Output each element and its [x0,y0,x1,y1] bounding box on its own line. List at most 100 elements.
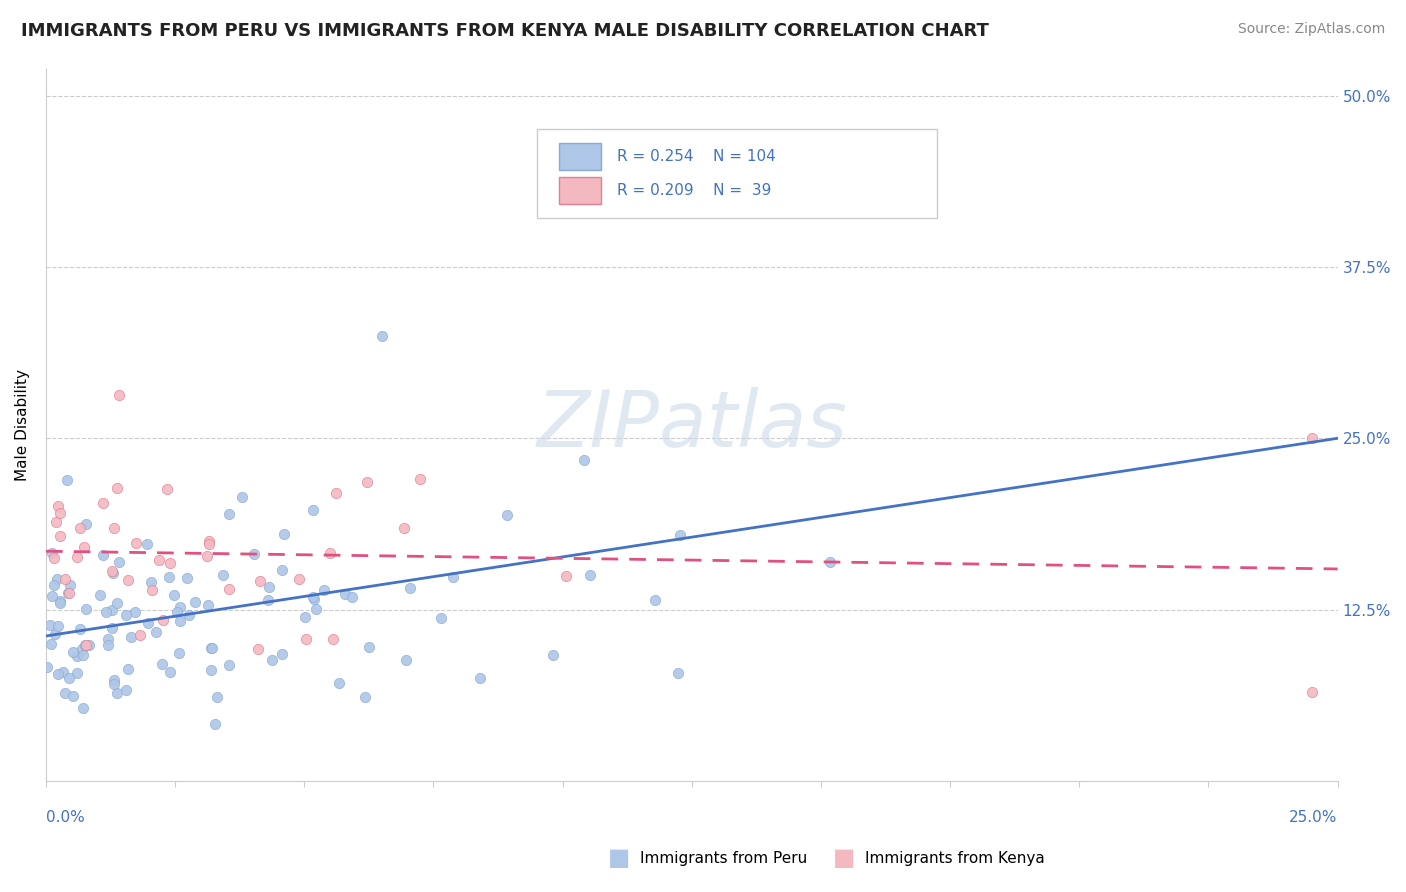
Point [468,671,491,685]
Point [328,676,350,690]
Point [184,595,207,609]
Point [167,646,190,660]
Point [169,600,191,615]
Point [52,665,75,679]
Text: ■: ■ [832,847,855,870]
Bar [558,177,602,204]
Text: Source: ZipAtlas.com: Source: ZipAtlas.com [1237,22,1385,37]
Point [271,563,294,577]
Point [312,582,335,597]
Point [66,665,89,680]
Point [371,328,394,343]
Point [100,603,122,617]
Point [49,596,72,610]
Point [101,564,124,578]
Point [72,701,94,715]
Point [218,582,240,596]
Point [706,178,728,192]
Point [668,528,690,542]
Point [58,671,80,685]
Bar [558,143,602,169]
Point [42,550,65,565]
Point [45,515,67,529]
Point [205,690,228,704]
Point [66,648,89,663]
Point [150,657,173,671]
Point [41,589,63,603]
Point [198,537,221,551]
Point [200,663,222,677]
Point [49,506,72,520]
Point [91,496,114,510]
Point [38,617,60,632]
Point [409,472,432,486]
Point [666,666,689,681]
Point [69,623,91,637]
Point [333,587,356,601]
Point [41,546,63,560]
Point [354,690,377,705]
Point [120,630,142,644]
Point [124,605,146,619]
Point [198,534,221,549]
Point [39,638,62,652]
Point [53,686,76,700]
Point [66,550,89,565]
Point [75,517,97,532]
Point [49,593,72,607]
FancyBboxPatch shape [537,129,938,219]
Point [398,581,420,595]
Point [496,508,519,522]
Point [45,573,67,587]
Point [394,653,416,667]
Point [204,717,226,731]
Point [89,588,111,602]
Text: ■: ■ [607,847,630,870]
Text: R = 0.254    N = 104: R = 0.254 N = 104 [617,149,776,163]
Point [55,473,77,487]
Point [554,569,576,583]
Point [103,521,125,535]
Point [107,555,129,569]
Point [159,665,181,679]
Point [72,642,94,657]
Point [117,573,139,587]
Point [301,591,323,605]
Point [145,624,167,639]
Point [46,499,69,513]
Point [105,596,128,610]
Point [325,486,347,500]
Point [125,535,148,549]
Point [197,599,219,613]
Point [257,592,280,607]
Point [218,507,240,521]
Point [195,549,218,564]
Point [58,586,80,600]
Text: 0.0%: 0.0% [46,810,84,824]
Point [176,571,198,585]
Point [294,610,316,624]
Point [243,547,266,561]
Point [249,574,271,589]
Point [356,475,378,490]
Point [156,482,179,496]
Point [91,548,114,562]
Point [148,553,170,567]
Point [322,632,344,647]
Text: Immigrants from Kenya: Immigrants from Kenya [865,851,1045,865]
Point [139,575,162,590]
Point [62,690,84,704]
Point [117,662,139,676]
Point [46,667,69,681]
Point [141,583,163,598]
Point [107,481,129,495]
Point [58,586,80,600]
Point [287,572,309,586]
Point [72,648,94,663]
Point [818,555,841,569]
Point [48,529,70,543]
Point [541,648,564,662]
Point [44,627,66,641]
Point [392,521,415,535]
Text: R = 0.209    N =  39: R = 0.209 N = 39 [617,183,772,198]
